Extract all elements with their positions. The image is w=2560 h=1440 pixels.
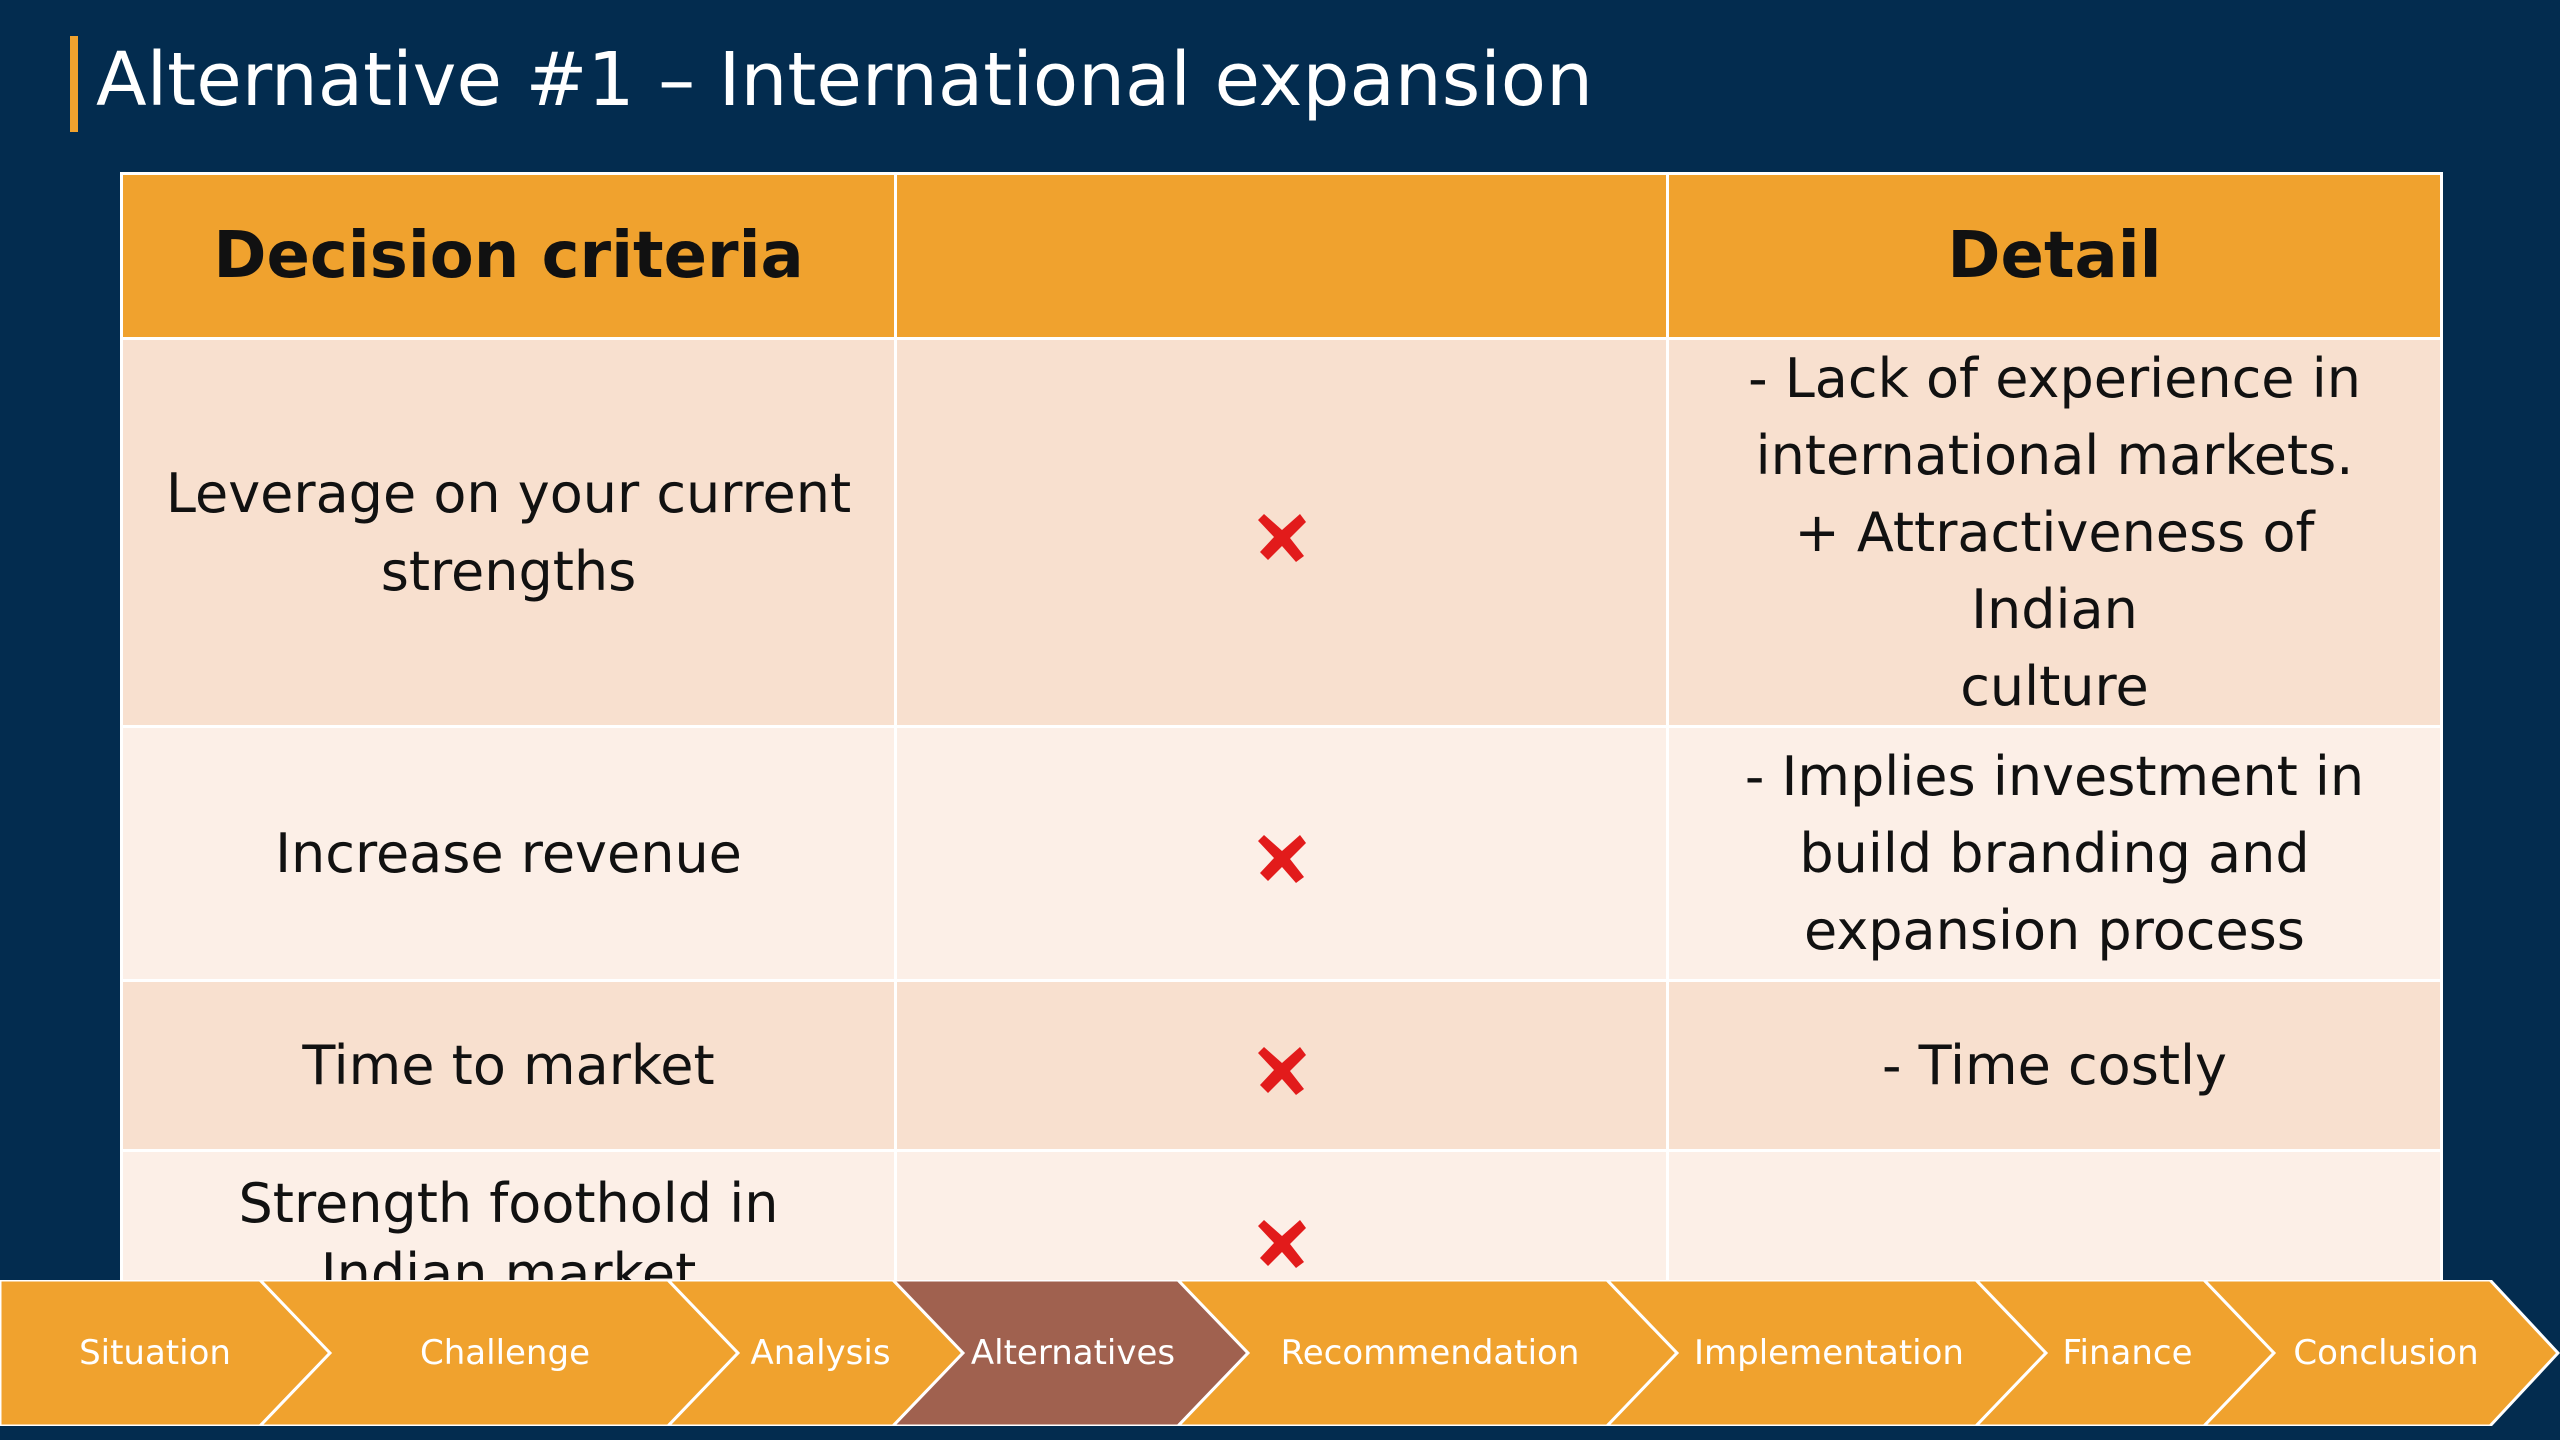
step-conclusion[interactable] <box>2201 1280 2560 1426</box>
detail-line: + Attractiveness of Indian <box>1794 501 2315 641</box>
cross-icon <box>1257 513 1306 562</box>
table-header-row: Decision criteria Detail <box>120 172 2443 340</box>
status-cell <box>894 979 1669 1152</box>
step-analysis[interactable] <box>665 1280 966 1426</box>
nav-label-finance[interactable]: Finance <box>2062 1333 2193 1373</box>
detail-line: culture <box>1960 655 2149 718</box>
chevron-steps-graphic <box>0 1280 2560 1426</box>
status-cell <box>894 337 1669 728</box>
detail-cell: - Lack of experience in international ma… <box>1666 337 2443 728</box>
nav-label-implementation[interactable]: Implementation <box>1694 1333 1964 1373</box>
decision-criteria-table: Decision criteria Detail Leverage on you… <box>120 172 2443 1328</box>
header-detail: Detail <box>1666 172 2443 340</box>
detail-cell: - Time costly <box>1666 979 2443 1152</box>
table-row: Leverage on your current strengths - Lac… <box>120 337 2443 728</box>
nav-label-challenge[interactable]: Challenge <box>420 1333 590 1373</box>
detail-cell: - Implies investment in build branding a… <box>1666 725 2443 982</box>
table-row: Increase revenue - Implies investment in… <box>120 725 2443 982</box>
progress-nav: Situation Challenge Analysis Alternative… <box>0 1280 2560 1426</box>
header-status <box>894 172 1669 340</box>
step-finance[interactable] <box>1973 1280 2277 1426</box>
nav-label-conclusion[interactable]: Conclusion <box>2293 1333 2479 1373</box>
detail-line: - Time costly <box>1882 1033 2227 1097</box>
step-challenge[interactable] <box>257 1280 741 1426</box>
status-cell <box>894 725 1669 982</box>
cross-icon <box>1257 834 1306 883</box>
nav-label-analysis[interactable]: Analysis <box>750 1333 891 1373</box>
detail-line: - Lack of experience in <box>1748 347 2361 410</box>
step-recommendation[interactable] <box>1175 1280 1680 1426</box>
criterion-cell: Leverage on your current strengths <box>120 337 897 728</box>
step-implementation[interactable] <box>1604 1280 2049 1426</box>
step-alternatives[interactable] <box>890 1280 1251 1426</box>
detail-line: - Implies investment in <box>1744 745 2365 808</box>
header-decision-criteria: Decision criteria <box>120 172 897 340</box>
criterion-cell: Time to market <box>120 979 897 1152</box>
detail-line: expansion process <box>1804 899 2305 962</box>
nav-label-recommendation[interactable]: Recommendation <box>1280 1333 1580 1373</box>
cross-icon <box>1257 1046 1306 1095</box>
detail-line: build branding and <box>1799 822 2310 885</box>
nav-label-situation[interactable]: Situation <box>79 1333 231 1373</box>
title-accent-bar <box>70 36 78 132</box>
detail-line: international markets. <box>1755 424 2354 487</box>
table-row: Time to market - Time costly <box>120 979 2443 1152</box>
slide-title: Alternative #1 – International expansion <box>96 37 1593 123</box>
nav-label-alternatives[interactable]: Alternatives <box>970 1333 1176 1373</box>
criterion-cell: Increase revenue <box>120 725 897 982</box>
cross-icon <box>1257 1219 1306 1268</box>
